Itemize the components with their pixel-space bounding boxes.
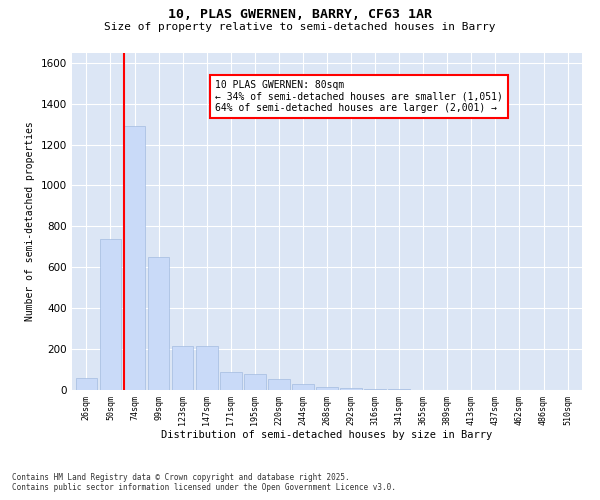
Bar xyxy=(124,126,145,390)
Bar xyxy=(220,372,242,390)
Bar xyxy=(268,379,290,390)
Text: 10, PLAS GWERNEN, BARRY, CF63 1AR: 10, PLAS GWERNEN, BARRY, CF63 1AR xyxy=(168,8,432,20)
Bar xyxy=(244,374,266,390)
Bar xyxy=(340,388,362,390)
Bar xyxy=(364,389,386,390)
Bar xyxy=(196,346,218,390)
Y-axis label: Number of semi-detached properties: Number of semi-detached properties xyxy=(25,122,35,321)
Text: Contains HM Land Registry data © Crown copyright and database right 2025.
Contai: Contains HM Land Registry data © Crown c… xyxy=(12,473,396,492)
Bar xyxy=(76,378,97,390)
Bar xyxy=(172,346,193,390)
Text: Size of property relative to semi-detached houses in Barry: Size of property relative to semi-detach… xyxy=(104,22,496,32)
Bar xyxy=(292,384,314,390)
Bar xyxy=(316,387,338,390)
X-axis label: Distribution of semi-detached houses by size in Barry: Distribution of semi-detached houses by … xyxy=(161,430,493,440)
Bar xyxy=(100,238,121,390)
Bar xyxy=(148,257,169,390)
Text: 10 PLAS GWERNEN: 80sqm
← 34% of semi-detached houses are smaller (1,051)
64% of : 10 PLAS GWERNEN: 80sqm ← 34% of semi-det… xyxy=(215,80,503,112)
